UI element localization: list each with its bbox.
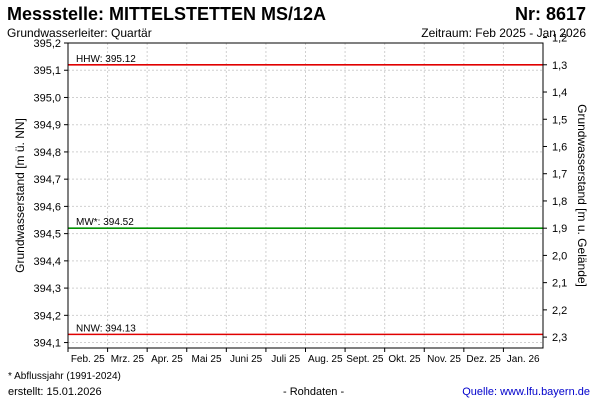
- x-tick-label: Dez. 25: [466, 354, 501, 365]
- station-title: Messstelle: MITTELSTETTEN MS/12A: [7, 4, 327, 24]
- y-tick-label: 394,9: [33, 120, 61, 132]
- footnote: * Abflussjahr (1991-2024): [8, 371, 121, 382]
- y2-tick-label: 1,5: [552, 114, 567, 126]
- x-tick-label: Okt. 25: [388, 354, 421, 365]
- raw-data-note: - Rohdaten -: [283, 386, 345, 398]
- y2-tick-label: 2,3: [552, 332, 567, 344]
- reference-label: NNW: 394.13: [76, 323, 136, 334]
- y-tick-label: 394,1: [33, 338, 61, 350]
- y2-axis-title: Grundwasserstand [m u. Gelände]: [575, 104, 589, 287]
- y2-tick-label: 2,0: [552, 250, 567, 262]
- y2-tick-label: 1,3: [552, 60, 567, 72]
- reference-label: HHW: 395.12: [76, 54, 136, 65]
- x-tick-label: Aug. 25: [308, 354, 343, 365]
- station-number: Nr: 8617: [514, 4, 586, 24]
- y2-tick-label: 2,2: [552, 305, 567, 317]
- reference-label: MW*: 394.52: [76, 217, 134, 228]
- source-link[interactable]: Quelle: www.lfu.bayern.de: [462, 386, 590, 398]
- aquifer-label: Grundwasserleiter: Quartär: [7, 26, 152, 40]
- x-tick-label: Apr. 25: [151, 354, 183, 365]
- y-tick-label: 395,2: [33, 38, 61, 50]
- x-tick-label: Mai 25: [192, 354, 222, 365]
- x-tick-label: Juli 25: [271, 354, 300, 365]
- y-tick-label: 394,3: [33, 283, 61, 295]
- y2-tick-label: 2,1: [552, 278, 567, 290]
- period-label: Zeitraum: Feb 2025 - Jan 2026: [421, 26, 586, 40]
- x-tick-label: Mrz. 25: [111, 354, 145, 365]
- x-tick-label: Sept. 25: [346, 354, 384, 365]
- x-tick-label: Juni 25: [230, 354, 263, 365]
- y-tick-label: 394,8: [33, 147, 61, 159]
- created-date: erstellt: 15.01.2026: [8, 386, 102, 398]
- y2-tick-label: 1,4: [552, 87, 567, 99]
- y2-tick-label: 1,6: [552, 141, 567, 153]
- y-axis-title: Grundwasserstand [m ü. NN]: [13, 118, 27, 273]
- x-tick-label: Feb. 25: [71, 354, 105, 365]
- y-tick-label: 394,4: [33, 256, 61, 268]
- y-tick-label: 395,0: [33, 92, 61, 104]
- y-tick-label: 394,7: [33, 174, 61, 186]
- x-tick-label: Nov. 25: [427, 354, 461, 365]
- x-tick-label: Jan. 26: [507, 354, 540, 365]
- y-tick-label: 394,6: [33, 201, 61, 213]
- y2-tick-label: 1,9: [552, 223, 567, 235]
- y2-tick-label: 1,7: [552, 169, 567, 181]
- y-tick-label: 394,5: [33, 229, 61, 241]
- y2-tick-label: 1,2: [552, 33, 567, 45]
- y-tick-label: 395,1: [33, 65, 61, 77]
- y2-tick-label: 1,8: [552, 196, 567, 208]
- y-tick-label: 394,2: [33, 310, 61, 322]
